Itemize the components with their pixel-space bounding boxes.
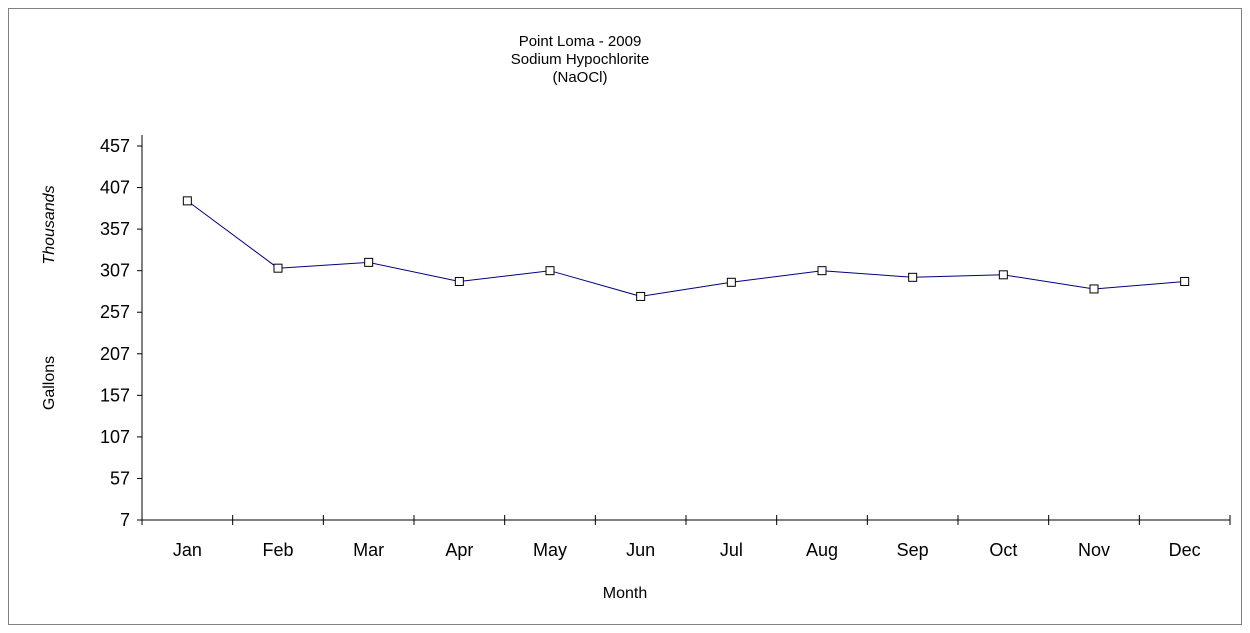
chart-frame	[8, 8, 1242, 625]
chart-title-line-2: Sodium Hypochlorite	[511, 51, 649, 68]
series-line	[187, 200, 1185, 297]
y-tick-label: 357	[100, 219, 130, 239]
x-tick-label: Dec	[1169, 540, 1201, 560]
data-point-marker	[273, 263, 283, 273]
data-point-marker	[908, 272, 918, 282]
y-axis-label-units: Thousands	[41, 185, 58, 264]
x-tick-label: Oct	[989, 540, 1017, 560]
y-tick-label: 57	[110, 468, 130, 488]
y-tick-label: 257	[100, 302, 130, 322]
series-layer	[182, 196, 1190, 301]
chart-title-line-3: (NaOCl)	[553, 69, 608, 86]
chart-title-line-1: Point Loma - 2009	[519, 33, 642, 50]
data-point-marker	[817, 266, 827, 276]
x-tick-label: Aug	[806, 540, 838, 560]
x-tick-label: Jul	[720, 540, 743, 560]
x-tick-label: May	[533, 540, 567, 560]
x-axis-ticks: Jan Feb Mar Apr May Jun Jul Aug Sep Oct Nov Dec	[141, 515, 1231, 560]
x-tick-label: Feb	[262, 540, 293, 560]
y-axis-ticks: 7 57 107 157 207 257 307 357 407 457	[100, 136, 142, 530]
data-point-marker	[364, 257, 374, 267]
x-axis-label: Month	[603, 585, 647, 602]
y-tick-label: 407	[100, 178, 130, 198]
data-point-marker	[1180, 276, 1190, 286]
y-tick-label: 157	[100, 385, 130, 405]
x-tick-label: Nov	[1078, 540, 1110, 560]
data-point-marker	[636, 291, 646, 301]
data-point-marker	[726, 277, 736, 287]
y-tick-label: 7	[120, 510, 130, 530]
data-point-marker	[182, 196, 192, 206]
data-point-marker	[545, 266, 555, 276]
data-point-marker	[454, 276, 464, 286]
x-tick-label: Apr	[445, 540, 473, 560]
y-axis-label: Gallons	[41, 356, 58, 410]
x-tick-label: Mar	[353, 540, 384, 560]
data-point-marker	[1089, 284, 1099, 294]
x-tick-label: Jan	[173, 540, 202, 560]
data-point-marker	[998, 270, 1008, 280]
y-tick-label: 457	[100, 136, 130, 156]
y-tick-label: 207	[100, 344, 130, 364]
x-tick-label: Sep	[897, 540, 929, 560]
y-tick-label: 107	[100, 427, 130, 447]
y-tick-label: 307	[100, 261, 130, 281]
x-tick-label: Jun	[626, 540, 655, 560]
